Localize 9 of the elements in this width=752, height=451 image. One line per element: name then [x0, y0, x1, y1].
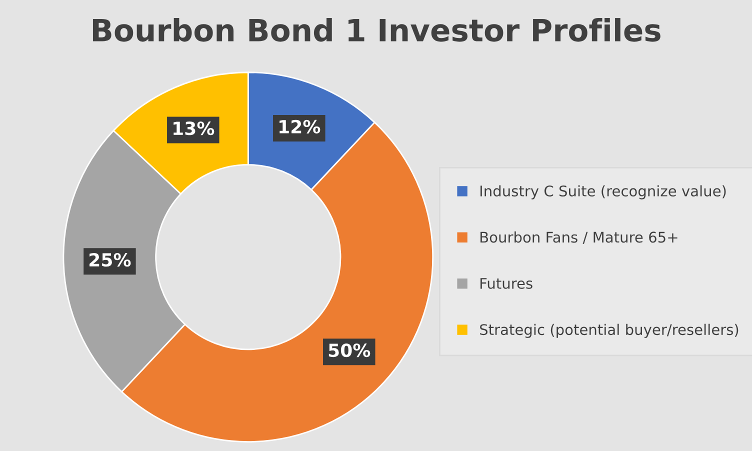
- data-label: 13%: [174, 122, 214, 136]
- data-label: 25%: [90, 253, 131, 267]
- data-label: 12%: [280, 120, 320, 134]
- legend-label: Strategic (potential buyer/resellers): [480, 324, 738, 338]
- data-label: 50%: [328, 343, 370, 358]
- legend-label: Futures: [480, 278, 532, 289]
- legend-label: Industry C Suite (recognize value): [480, 185, 726, 200]
- chart-title: Bourbon Bond 1 Investor Profiles: [92, 18, 660, 42]
- legend-label: Bourbon Fans / Mature 65+: [480, 231, 678, 244]
